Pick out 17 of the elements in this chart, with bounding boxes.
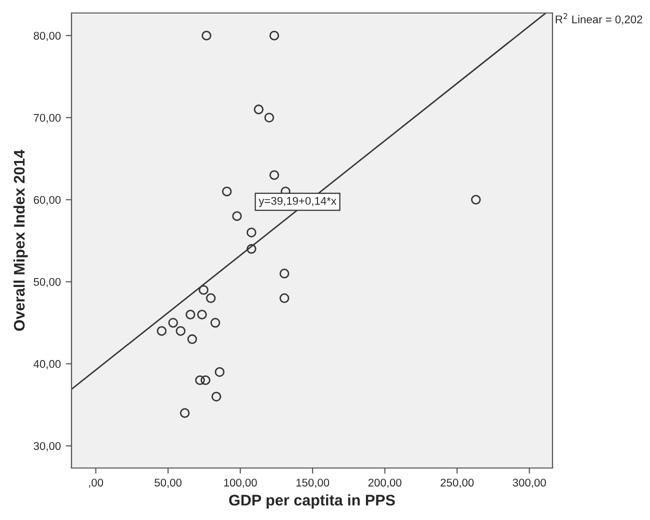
- y-axis-title: Overall Mipex Index 2014: [13, 150, 28, 331]
- y-tick-label: 60,00: [34, 196, 61, 206]
- y-tick-label: 70,00: [34, 114, 61, 124]
- x-tick-label: 50,00: [154, 478, 182, 488]
- x-tick-label: 300,00: [512, 478, 546, 488]
- x-tick-label: ,00: [89, 478, 104, 488]
- y-tick-label: 30,00: [34, 442, 61, 452]
- annotation: y=39,19+0,14*x: [258, 196, 336, 208]
- x-tick-label: 100,00: [224, 478, 257, 488]
- y-tick-label: 40,00: [34, 360, 61, 370]
- x-axis-title: GDP per captita in PPS: [229, 494, 395, 509]
- y-tick-label: 50,00: [34, 278, 61, 288]
- y-tick-label: 80,00: [34, 32, 61, 42]
- x-tick-label: 150,00: [296, 478, 330, 488]
- x-tick-label: 200,00: [368, 478, 402, 488]
- text: R$^{2}$ Linear = 0,202: [556, 13, 642, 25]
- x-tick-label: 250,00: [440, 478, 474, 488]
